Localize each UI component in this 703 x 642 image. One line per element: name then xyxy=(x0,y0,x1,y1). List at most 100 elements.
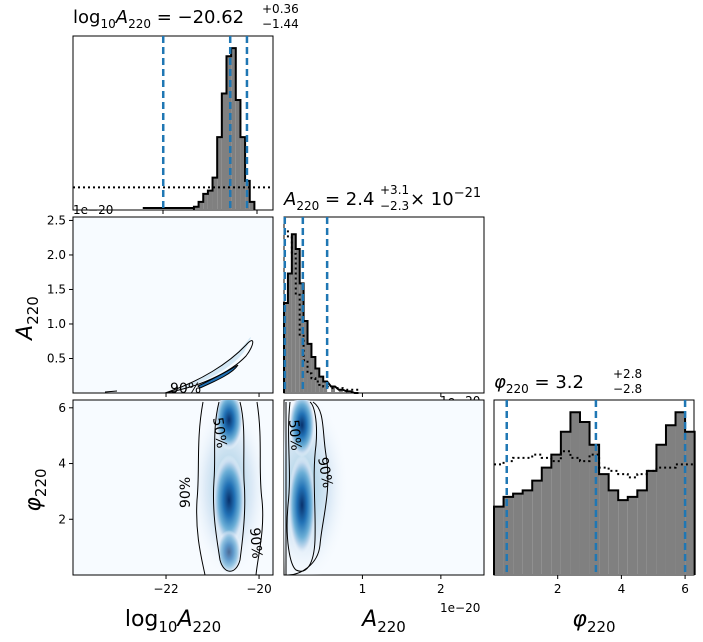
title-log10A220-plus: +0.36 xyxy=(262,2,299,16)
y-tick-label: 2 xyxy=(58,512,66,526)
hist-bar xyxy=(627,496,638,575)
offset-text-log10-panel: 1e−20 xyxy=(73,203,113,217)
hist-bar xyxy=(665,425,676,575)
hist-step-outline xyxy=(192,47,256,210)
hist-phi220-quantiles xyxy=(505,400,687,575)
title-phi220: φ220 = 3.2 xyxy=(494,372,584,396)
hist-bar xyxy=(338,389,343,393)
ylabel-A220: A220 xyxy=(13,296,42,342)
hist-bar xyxy=(618,500,628,575)
hist-bar xyxy=(311,356,316,393)
panel-hist-log10A220: 1e−20 log10A220 = −20.62 +0.36 −1.44 xyxy=(72,2,299,217)
hist-bar xyxy=(637,490,647,575)
hist-bar xyxy=(231,48,236,211)
y-tick-label: 2.0 xyxy=(47,248,66,262)
hist-bar xyxy=(319,376,324,393)
y-tick-label: 0.5 xyxy=(47,351,66,365)
hist-bar xyxy=(212,177,218,210)
x-tick-label: 4 xyxy=(618,582,626,596)
hist-bar xyxy=(284,302,288,393)
x-tick-label: 1 xyxy=(359,582,367,596)
hist-bar xyxy=(522,490,533,575)
yaxis-A220-ticks: 0.5 1.0 1.5 2.0 2.5 xyxy=(47,213,260,397)
hist-bar xyxy=(541,467,552,575)
panel-hist-A220: 1e−20 A220 = 2.4 +3.1 −2.3 × 10−21 xyxy=(283,183,485,408)
xlabel-A220: A220 xyxy=(360,607,406,636)
hist-log10A220-bars xyxy=(192,47,256,211)
hist-A220-quantiles xyxy=(283,217,442,397)
hist-log10A220-prior xyxy=(73,186,273,209)
hist-bar xyxy=(221,93,227,210)
xaxis-phi220-ticks: 2 4 6 xyxy=(554,575,689,596)
hist-bar xyxy=(291,234,296,393)
hist-bar xyxy=(331,386,335,393)
title-phi220-plus: +2.8 xyxy=(613,367,642,381)
hist-bar xyxy=(307,343,312,393)
hist-bar xyxy=(560,431,571,575)
title-A220-minus: −2.3 xyxy=(380,199,409,213)
hist-bar xyxy=(551,454,561,575)
panel-hist-phi220: 2 4 6 φ220 = 3.2 +2.8 −2.8 φ220 xyxy=(493,367,696,636)
x-tick-label: 2 xyxy=(437,582,445,596)
contour-label-90-c: 90% xyxy=(246,527,265,559)
y-tick-label: 2.5 xyxy=(47,213,66,227)
hist-bar xyxy=(646,470,657,575)
title-A220-times: × 10−21 xyxy=(410,186,481,210)
x-tick-label: −20 xyxy=(246,582,271,596)
contour-label-90-b: 90% xyxy=(178,477,194,508)
hist-bar xyxy=(608,490,619,575)
title-log10A220: log10A220 = −20.62 xyxy=(73,7,244,31)
y-tick-label: 1.5 xyxy=(47,282,66,296)
yaxis-phi220-ticks: 2 4 6 xyxy=(58,401,73,526)
y-tick-label: 4 xyxy=(58,457,66,471)
y-tick-label: 1.0 xyxy=(47,317,66,331)
hist-bar xyxy=(240,137,246,210)
hist-bar xyxy=(323,381,328,393)
hist-bar xyxy=(589,444,600,575)
hist-bar xyxy=(287,273,292,393)
x-tick-label: 2 xyxy=(554,582,562,596)
xlabel-log10A220: log10A220 xyxy=(125,607,221,636)
y-tick-label: 6 xyxy=(58,401,66,415)
x-tick-label: −22 xyxy=(153,582,178,596)
hist-step-outline xyxy=(493,411,696,575)
xlabel-phi220: φ220 xyxy=(572,607,615,636)
contour-label-50-b: 50% xyxy=(209,416,229,449)
hist-bar xyxy=(217,137,222,210)
hist-bar xyxy=(656,444,666,575)
hist-bar xyxy=(235,99,241,210)
hist-bar xyxy=(503,496,514,575)
hist-bar xyxy=(494,506,504,575)
hist-bar xyxy=(675,412,686,575)
title-log10A220-minus: −1.44 xyxy=(262,17,299,31)
hist-bar xyxy=(226,56,232,211)
hist-bar xyxy=(249,201,255,210)
hist-bar xyxy=(570,412,580,575)
hist-bar xyxy=(532,480,542,575)
hist-bar xyxy=(599,474,609,575)
contour-label-50-d: 50% xyxy=(285,419,304,451)
prior-step-line xyxy=(284,228,359,391)
hist-log10A220-quantiles xyxy=(161,36,249,210)
hist-bar xyxy=(685,431,695,575)
hist-bar xyxy=(513,493,523,575)
contour-label-90-d: 90% xyxy=(314,456,335,489)
panel-2d-log10A220-phi220: 50% 90% 90% −22 −20 2 4 6 log10A220 φ220 xyxy=(21,399,274,636)
contour-label-90-a: 90% xyxy=(170,381,201,397)
hist-bar xyxy=(193,206,199,210)
hist-bar xyxy=(303,320,308,393)
hist-bar xyxy=(203,193,208,210)
hist-bar xyxy=(579,422,590,575)
hist-bar xyxy=(207,190,213,210)
ylabel-phi220: φ220 xyxy=(21,468,50,511)
x-tick-label: 6 xyxy=(681,582,689,596)
title-A220: A220 = 2.4 xyxy=(283,189,374,213)
title-A220-plus: +3.1 xyxy=(380,183,409,197)
hist-bar xyxy=(198,201,204,210)
prior-step-line xyxy=(494,450,695,479)
offset-text-A220-xaxis: 1e−20 xyxy=(440,601,480,615)
xaxis-log10A220-ticks: −22 −20 xyxy=(153,575,272,596)
